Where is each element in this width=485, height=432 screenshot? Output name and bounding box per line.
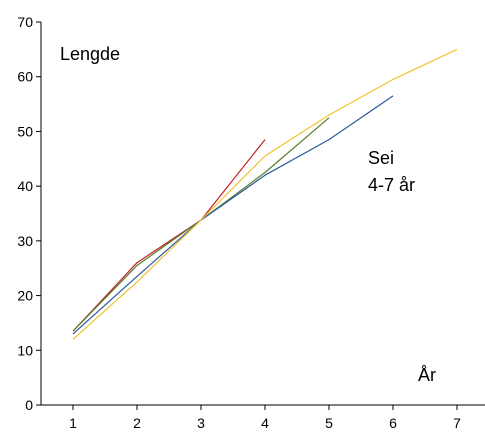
series-layer <box>72 48 458 340</box>
x-tick-label: 1 <box>69 415 77 431</box>
axes <box>36 21 485 410</box>
series-line-3 <box>72 95 394 335</box>
annotation-line-2: 4-7 år <box>368 175 415 195</box>
series-line-1 <box>72 139 266 332</box>
x-tick-label: 4 <box>261 415 269 431</box>
x-tick-label: 3 <box>197 415 205 431</box>
x-tick-label: 5 <box>325 415 333 431</box>
x-tick-label: 2 <box>133 415 141 431</box>
y-tick-label: 60 <box>17 69 33 85</box>
y-tick-label: 10 <box>17 342 33 358</box>
y-tick-label: 0 <box>25 397 33 413</box>
x-axis-label: År <box>418 365 436 385</box>
y-tick-label: 50 <box>17 123 33 139</box>
series-line-4 <box>72 48 458 340</box>
tick-labels: 0 10 20 30 40 50 60 70 1 2 3 4 5 6 7 <box>17 14 461 431</box>
x-tick-label: 7 <box>453 415 461 431</box>
y-axis-label: Lengde <box>60 44 120 64</box>
y-tick-label: 70 <box>17 14 33 30</box>
y-tick-label: 20 <box>17 288 33 304</box>
y-tick-label: 30 <box>17 233 33 249</box>
x-tick-label: 6 <box>389 415 397 431</box>
y-tick-label: 40 <box>17 178 33 194</box>
annotation-line-1: Sei <box>368 148 394 168</box>
